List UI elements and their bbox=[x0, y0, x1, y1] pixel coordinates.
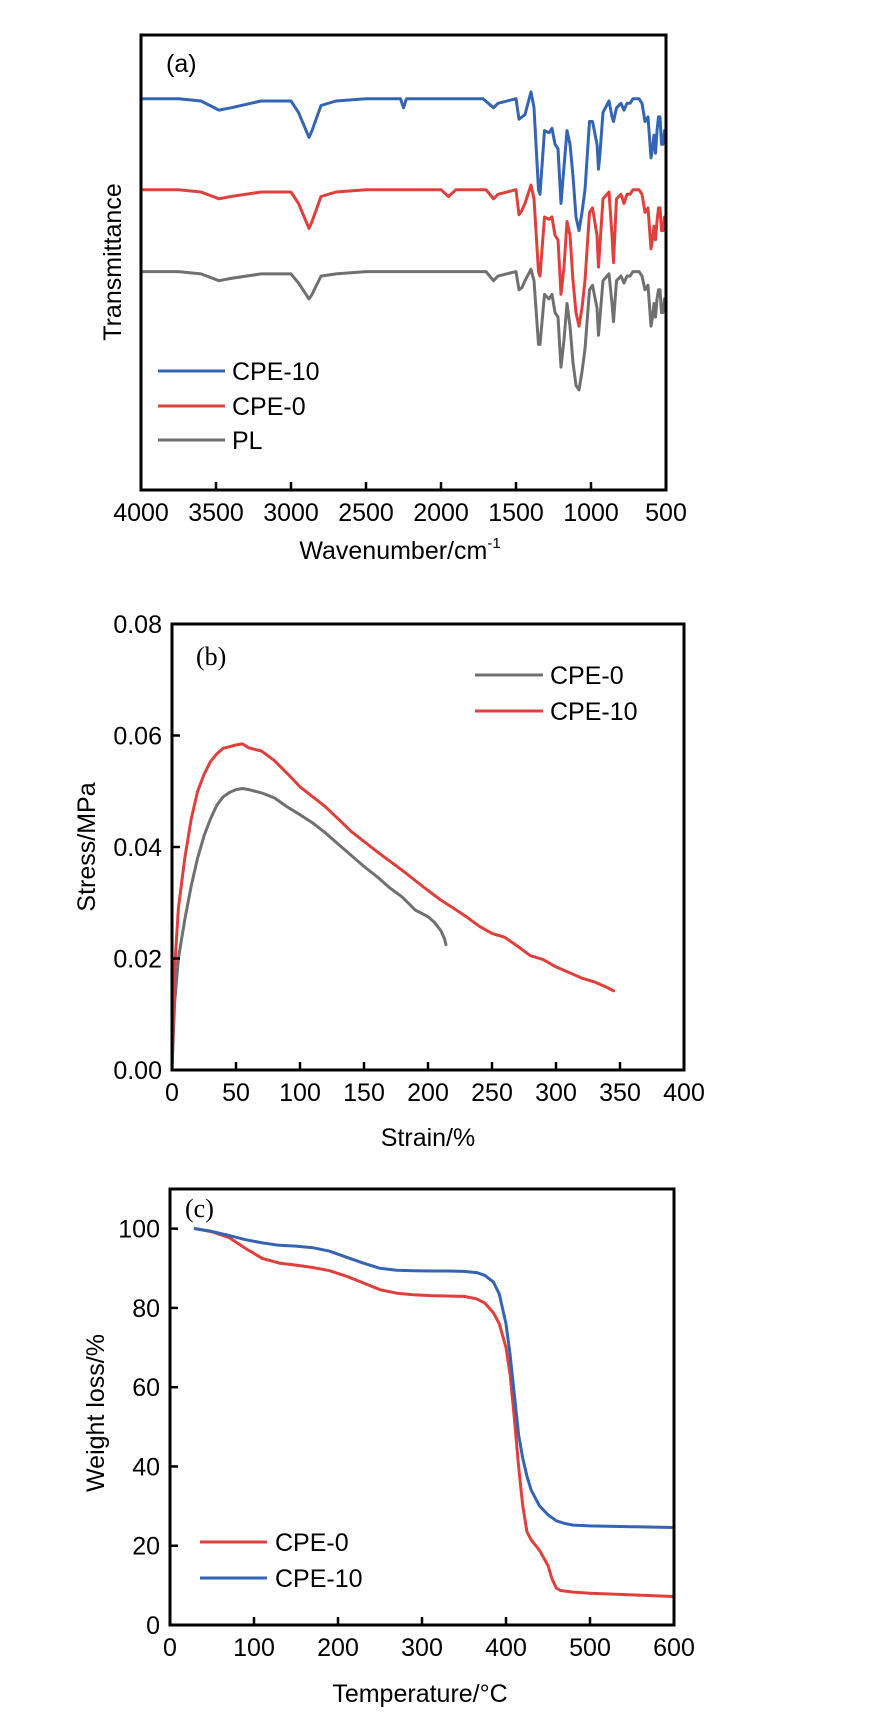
panel-c-legend-label-cpe-0: CPE-0 bbox=[275, 1529, 349, 1557]
panel-c-tga: 0 100 200 300 400 500 600 0 20 40 60 80 100 (c) Wei… bbox=[82, 1187, 695, 1708]
panel-a-x-tick-label: 1500 bbox=[488, 499, 544, 527]
panel-c-y-tick-label: 60 bbox=[132, 1374, 160, 1402]
panel-b-legend: CPE-0 CPE-10 bbox=[475, 662, 638, 726]
panel-c-legend-label-cpe-10: CPE-10 bbox=[275, 1565, 363, 1593]
panel-b-x-ticks: 0 50 100 150 200 250 300 350 400 bbox=[165, 1062, 705, 1107]
panel-c-frame bbox=[168, 1187, 676, 1627]
panel-b-x-tick-label: 150 bbox=[343, 1079, 385, 1107]
panel-a-legend-label-pl: PL bbox=[232, 427, 263, 455]
panel-a-series-group bbox=[139, 90, 668, 392]
panel-c-x-tick-label: 400 bbox=[485, 1634, 527, 1662]
panel-b-y-axis-label: Stress/MPa bbox=[73, 782, 101, 911]
panel-c-y-tick-label: 0 bbox=[146, 1612, 160, 1640]
panel-a-label: (a) bbox=[166, 50, 197, 78]
panel-b-legend-label-cpe-0: CPE-0 bbox=[550, 662, 624, 690]
panel-c-x-tick-label: 300 bbox=[401, 1634, 443, 1662]
panel-a-x-tick-label: 2000 bbox=[413, 499, 469, 527]
panel-b-x-tick-label: 100 bbox=[279, 1079, 321, 1107]
panel-c-y-tick-label: 80 bbox=[132, 1295, 160, 1323]
panel-c-y-tick-label: 20 bbox=[132, 1533, 160, 1561]
panel-a-legend: CPE-10 CPE-0 PL bbox=[158, 358, 320, 455]
panel-c-x-tick-label: 100 bbox=[233, 1634, 275, 1662]
panel-b-label: (b) bbox=[196, 642, 226, 671]
panel-b-legend-label-cpe-10: CPE-10 bbox=[550, 698, 638, 726]
panel-a-x-axis-label: Wavenumber/cm-1 bbox=[299, 535, 500, 565]
panel-b-series-group bbox=[170, 742, 616, 1072]
panel-b-y-tick-label: 0.04 bbox=[113, 834, 162, 862]
panel-c-legend: CPE-0 CPE-10 bbox=[200, 1529, 363, 1593]
panel-c-y-tick-label: 100 bbox=[118, 1216, 160, 1244]
panel-c-x-tick-label: 500 bbox=[569, 1634, 611, 1662]
panel-c-label: (c) bbox=[185, 1194, 214, 1223]
panel-b-y-tick-label: 0.08 bbox=[113, 611, 162, 639]
panel-b-x-tick-label: 300 bbox=[535, 1079, 577, 1107]
panel-a-series-cpe-0 bbox=[139, 183, 668, 328]
panel-a-legend-label-cpe-10: CPE-10 bbox=[232, 358, 320, 386]
panel-a-x-ticks: 4000 3500 3000 2500 2000 1500 1000 500 bbox=[113, 482, 687, 527]
panel-b-x-tick-label: 350 bbox=[599, 1079, 641, 1107]
panel-b-x-tick-label: 250 bbox=[471, 1079, 513, 1107]
panel-b-x-tick-label: 200 bbox=[407, 1079, 449, 1107]
panel-c-series-cpe-10 bbox=[193, 1227, 676, 1529]
panel-a-x-tick-label: 3500 bbox=[188, 499, 244, 527]
panel-c-y-axis-label: Weight loss/% bbox=[82, 1334, 110, 1492]
panel-a-frame bbox=[139, 33, 668, 492]
panel-a-x-tick-label: 500 bbox=[645, 499, 687, 527]
panel-c-x-tick-label: 200 bbox=[317, 1634, 359, 1662]
panel-b-series-cpe-0 bbox=[170, 787, 448, 1072]
panel-a-x-tick-label: 2500 bbox=[338, 499, 394, 527]
panel-c-x-ticks: 0 100 200 300 400 500 600 bbox=[163, 1617, 695, 1662]
panel-a-legend-label-cpe-0: CPE-0 bbox=[232, 393, 306, 421]
panel-b-frame bbox=[170, 622, 686, 1072]
panel-b-y-tick-label: 0.02 bbox=[113, 946, 162, 974]
panel-c-x-tick-label: 0 bbox=[163, 1634, 177, 1662]
panel-b-x-axis-label: Strain/% bbox=[381, 1124, 475, 1152]
panel-a-x-axis-label-sup: -1 bbox=[487, 535, 500, 552]
panel-c-series-cpe-0 bbox=[193, 1227, 676, 1598]
panel-a-x-tick-label: 4000 bbox=[113, 499, 169, 527]
panel-b-y-tick-label: 0.00 bbox=[113, 1057, 162, 1085]
panel-b-x-tick-label: 0 bbox=[165, 1079, 179, 1107]
panel-b-x-tick-label: 400 bbox=[663, 1079, 705, 1107]
panel-a-series-cpe-10 bbox=[139, 90, 668, 233]
panel-c-x-axis-label: Temperature/°C bbox=[332, 1680, 507, 1708]
panel-c-y-ticks: 0 20 40 60 80 100 bbox=[118, 1216, 178, 1640]
panel-b-y-ticks: 0.00 0.02 0.04 0.06 0.08 bbox=[113, 611, 180, 1085]
panel-b-series-cpe-10 bbox=[170, 742, 616, 1072]
panel-c-x-tick-label: 600 bbox=[653, 1634, 695, 1662]
panel-a-series-pl bbox=[139, 267, 668, 392]
panel-a-x-tick-label: 3000 bbox=[263, 499, 319, 527]
panel-a-x-tick-label: 1000 bbox=[563, 499, 619, 527]
panel-b-x-tick-label: 50 bbox=[222, 1079, 250, 1107]
panel-b-stress-strain: 0 50 100 150 200 250 300 350 400 0.000.020.040.0… bbox=[73, 611, 705, 1152]
panel-a-ir-spectra: 4000 3500 3000 2500 2000 1500 1000 500 (a) Tran… bbox=[99, 33, 687, 565]
panel-b-y-tick-label: 0.06 bbox=[113, 723, 162, 751]
panel-c-series-group bbox=[193, 1227, 676, 1598]
panel-a-y-axis-label: Transmittance bbox=[99, 183, 127, 340]
panel-a-x-axis-label-main: Wavenumber/cm bbox=[299, 537, 487, 565]
panel-c-y-tick-label: 40 bbox=[132, 1453, 160, 1481]
